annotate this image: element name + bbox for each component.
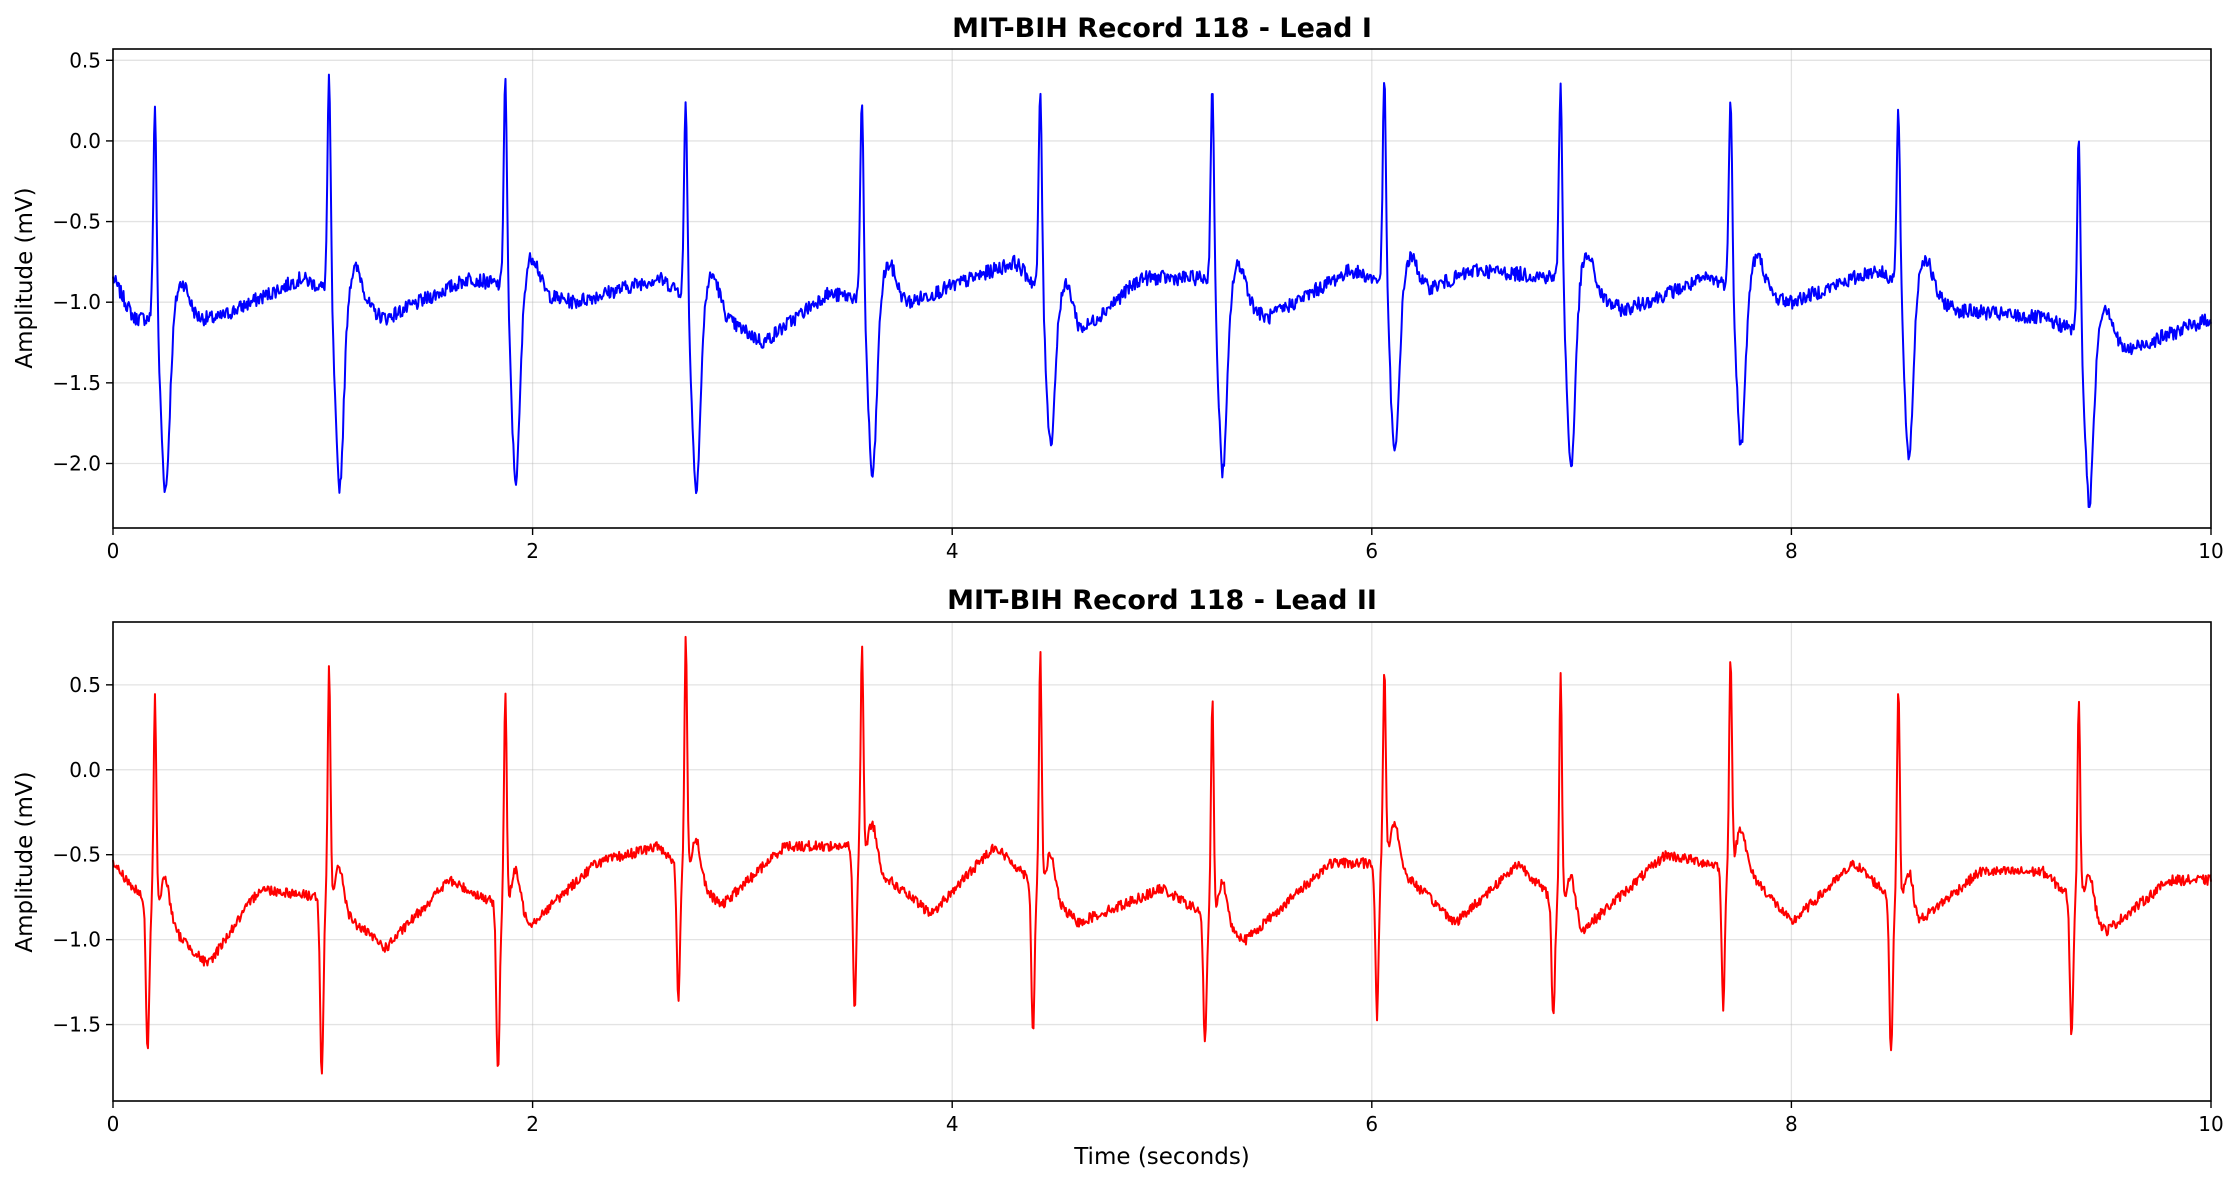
x-tick-label: 4	[946, 539, 959, 563]
y-tick-label: 0.0	[69, 758, 101, 782]
y-tick-label: −1.0	[52, 928, 101, 952]
y-tick-label: 0.5	[69, 673, 101, 697]
y-tick-label: 0.5	[69, 48, 101, 72]
y-tick-label: −1.0	[52, 290, 101, 314]
y-tick-label: −1.5	[52, 1013, 101, 1037]
x-tick-label: 6	[1365, 539, 1378, 563]
x-tick-label: 0	[107, 1112, 120, 1136]
x-tick-label: 8	[1785, 539, 1798, 563]
y-tick-label: 0.0	[69, 129, 101, 153]
lead-i-ylabel: Amplitude (mV)	[12, 187, 38, 368]
x-tick-label: 2	[526, 539, 539, 563]
y-tick-label: −0.5	[52, 210, 101, 234]
lead-i-signal-line	[112, 73, 2212, 508]
time-xlabel: Time (seconds)	[1073, 1144, 1250, 1170]
plot-frame	[112, 48, 2212, 529]
lead-ii-panel: MIT-BIH Record 118 - Lead II Amplitude (…	[12, 585, 2224, 1170]
x-tick-label: 2	[526, 1112, 539, 1136]
x-tick-label: 10	[2198, 539, 2223, 563]
lead-ii-title: MIT-BIH Record 118 - Lead II	[947, 585, 1377, 616]
lead-i-title: MIT-BIH Record 118 - Lead I	[952, 13, 1372, 44]
lead-ii-signal-line	[112, 635, 2212, 1075]
y-tick-label: −0.5	[52, 843, 101, 867]
y-tick-label: −2.0	[52, 451, 101, 475]
x-tick-label: 8	[1785, 1112, 1798, 1136]
lead-ii-ylabel: Amplitude (mV)	[12, 771, 38, 952]
lead-i-panel: MIT-BIH Record 118 - Lead I Amplitude (m…	[12, 13, 2224, 563]
x-tick-label: 10	[2198, 1112, 2223, 1136]
plot-frame	[112, 621, 2212, 1102]
x-tick-label: 4	[946, 1112, 959, 1136]
x-tick-label: 6	[1365, 1112, 1378, 1136]
x-tick-label: 0	[107, 539, 120, 563]
y-tick-label: −1.5	[52, 371, 101, 395]
